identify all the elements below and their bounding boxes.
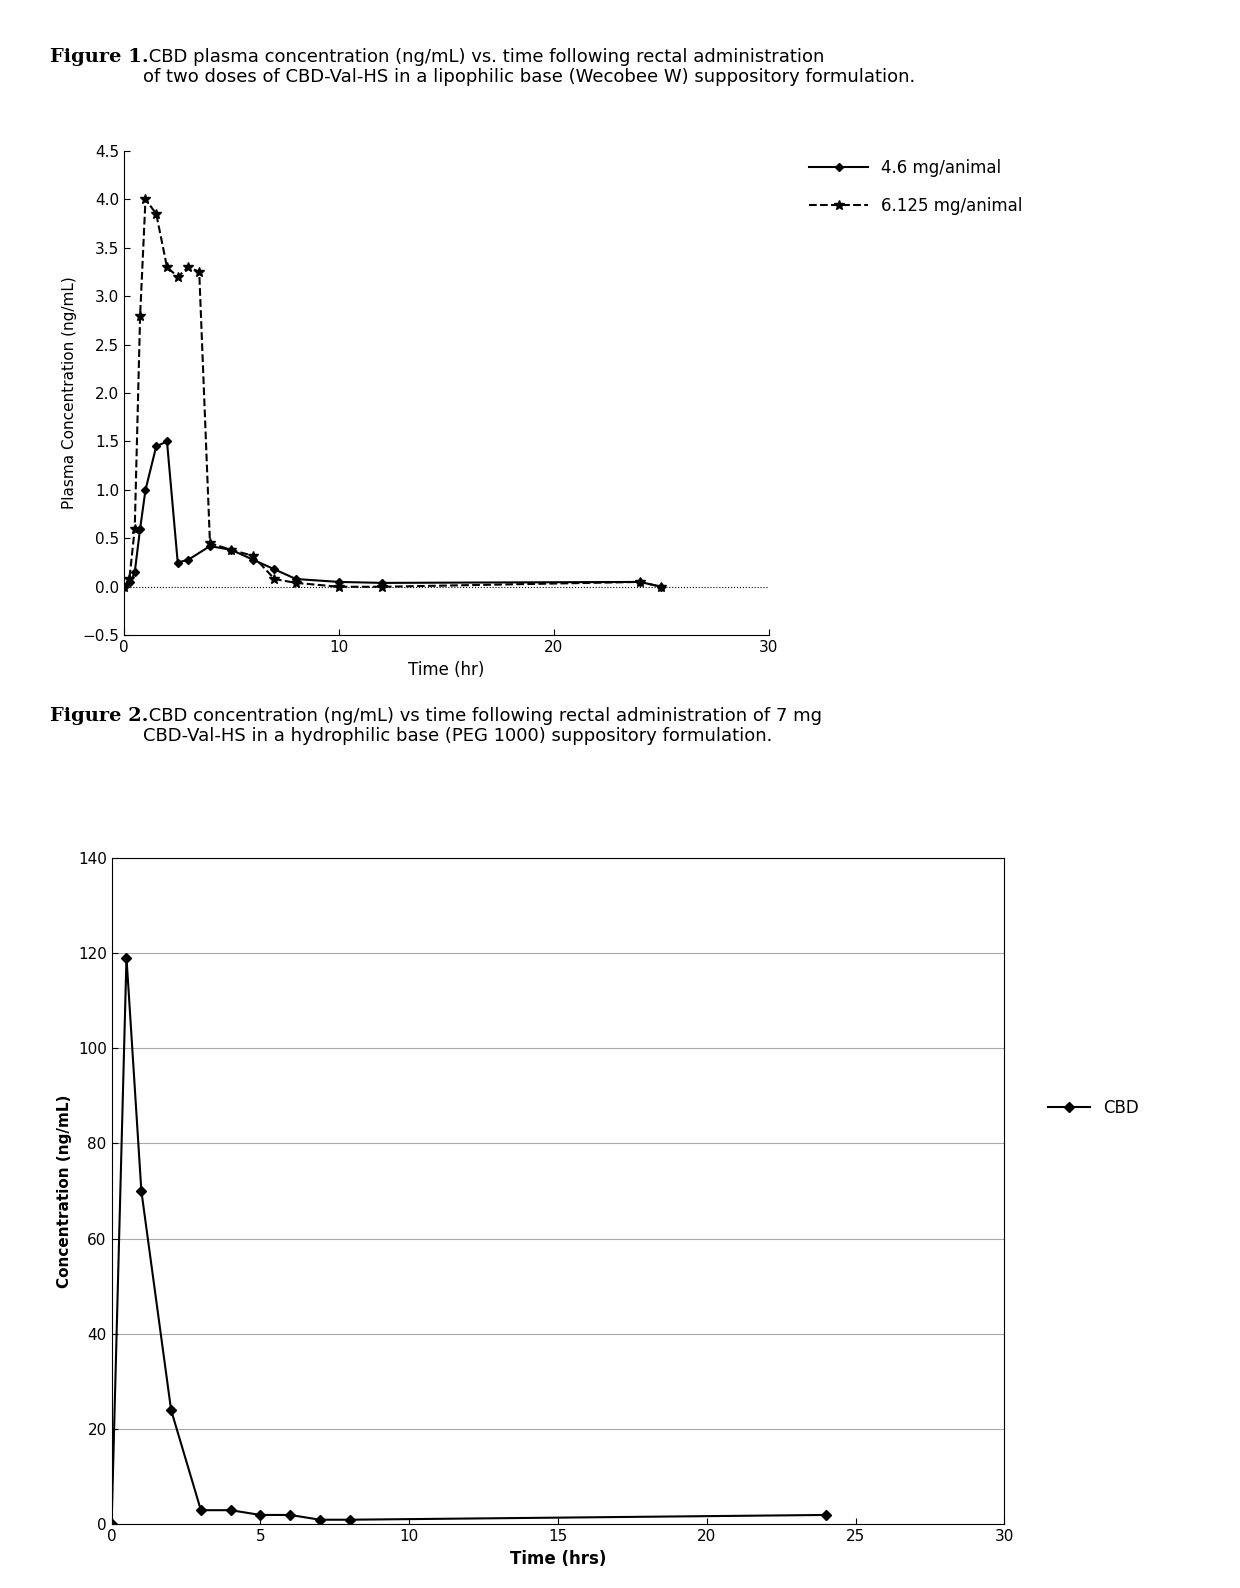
Line: 6.125 mg/animal: 6.125 mg/animal [119, 194, 666, 592]
4.6 mg/animal [267, 561, 281, 580]
6.125 mg/animal [632, 572, 647, 591]
6.125 mg/animal [181, 257, 196, 276]
X-axis label: Time (hr): Time (hr) [408, 661, 485, 678]
6.125 mg/animal [128, 519, 143, 538]
Line: CBD: CBD [108, 954, 830, 1528]
4.6 mg/animal [117, 578, 131, 597]
CBD [134, 1181, 149, 1201]
CBD [818, 1505, 833, 1524]
Text: CBD plasma concentration (ng/mL) vs. time following rectal administration
of two: CBD plasma concentration (ng/mL) vs. tim… [143, 48, 915, 86]
4.6 mg/animal [181, 549, 196, 569]
CBD [119, 948, 134, 967]
4.6 mg/animal [138, 481, 153, 500]
Text: CBD concentration (ng/mL) vs time following rectal administration of 7 mg
CBD-Va: CBD concentration (ng/mL) vs time follow… [143, 707, 822, 745]
4.6 mg/animal [632, 572, 647, 591]
6.125 mg/animal [192, 262, 207, 281]
4.6 mg/animal [289, 570, 304, 589]
4.6 mg/animal [331, 572, 346, 591]
4.6 mg/animal [170, 553, 185, 572]
CBD [283, 1505, 298, 1524]
Y-axis label: Concentration (ng/mL): Concentration (ng/mL) [57, 1094, 72, 1288]
4.6 mg/animal [123, 572, 138, 591]
CBD [312, 1510, 327, 1529]
6.125 mg/animal [122, 570, 136, 589]
6.125 mg/animal [117, 578, 131, 597]
4.6 mg/animal [246, 549, 260, 569]
6.125 mg/animal [160, 257, 175, 276]
CBD [104, 1515, 119, 1534]
CBD [193, 1501, 208, 1520]
4.6 mg/animal [133, 519, 148, 538]
4.6 mg/animal [160, 432, 175, 451]
6.125 mg/animal [331, 578, 346, 597]
6.125 mg/animal [224, 540, 239, 559]
6.125 mg/animal [374, 578, 389, 597]
6.125 mg/animal [246, 546, 260, 565]
6.125 mg/animal [149, 205, 164, 224]
6.125 mg/animal [202, 534, 217, 553]
4.6 mg/animal [128, 562, 143, 581]
4.6 mg/animal [224, 540, 239, 559]
6.125 mg/animal [653, 578, 668, 597]
X-axis label: Time (hrs): Time (hrs) [510, 1550, 606, 1567]
4.6 mg/animal [202, 537, 217, 556]
6.125 mg/animal [267, 570, 281, 589]
Line: 4.6 mg/animal: 4.6 mg/animal [122, 438, 665, 589]
6.125 mg/animal [133, 306, 148, 326]
CBD [164, 1401, 179, 1420]
6.125 mg/animal [138, 189, 153, 208]
4.6 mg/animal [149, 437, 164, 456]
CBD [342, 1510, 357, 1529]
6.125 mg/animal [170, 267, 185, 286]
4.6 mg/animal [374, 573, 389, 592]
Text: Figure 2.: Figure 2. [50, 707, 148, 724]
6.125 mg/animal [289, 573, 304, 592]
Legend: CBD: CBD [1049, 1099, 1140, 1118]
Legend: 4.6 mg/animal, 6.125 mg/animal: 4.6 mg/animal, 6.125 mg/animal [810, 159, 1023, 216]
Text: Figure 1.: Figure 1. [50, 48, 149, 65]
Y-axis label: Plasma Concentration (ng/mL): Plasma Concentration (ng/mL) [62, 276, 77, 510]
CBD [223, 1501, 238, 1520]
CBD [253, 1505, 268, 1524]
4.6 mg/animal [653, 578, 668, 597]
